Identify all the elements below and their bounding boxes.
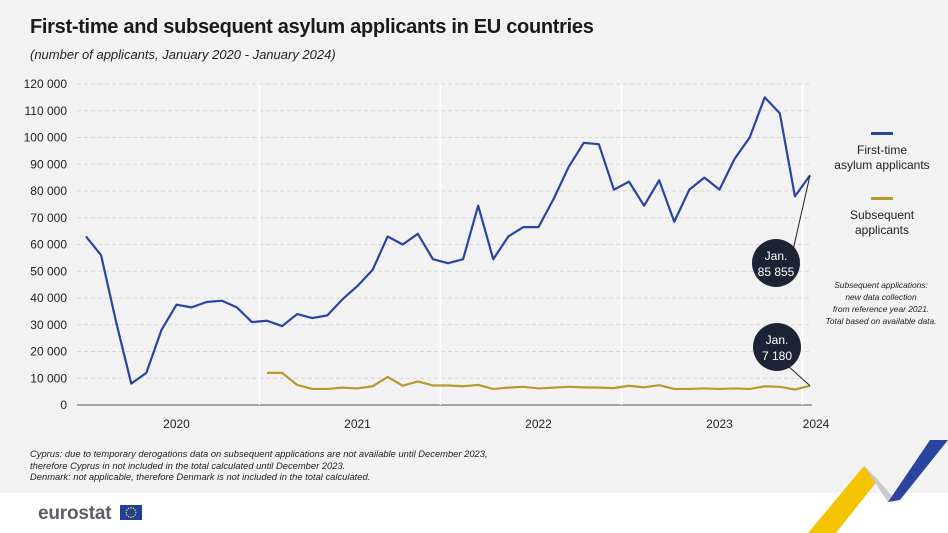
- eurostat-logo: eurostat: [38, 503, 112, 524]
- y-tick-label: 60 000: [30, 238, 67, 252]
- y-tick-label: 90 000: [30, 157, 67, 171]
- brand-bar: [0, 493, 948, 533]
- callout-label: Jan.: [765, 249, 788, 263]
- callout-badge: [752, 239, 800, 287]
- callout-value: 7 180: [762, 349, 792, 363]
- legend-label-subsequent-line2: applicants: [854, 223, 910, 237]
- legend-swatch-first-time: [871, 132, 893, 135]
- side-note: Subsequent applications: new data collec…: [822, 279, 940, 327]
- callout-pointer: [786, 364, 811, 387]
- footnote-line: Denmark: not applicable, therefore Denma…: [30, 471, 371, 482]
- x-tick-label: 2020: [163, 417, 190, 431]
- x-tick-label: 2024: [803, 417, 830, 431]
- legend-label-subsequent: Subsequent applicants: [817, 208, 947, 238]
- side-note-line: from reference year 2021.: [832, 304, 930, 314]
- y-tick-label: 0: [60, 398, 67, 412]
- x-tick-label: 2023: [706, 417, 733, 431]
- y-tick-label: 20 000: [30, 345, 67, 359]
- y-tick-label: 10 000: [30, 371, 67, 385]
- side-note-line: new data collection: [845, 292, 917, 302]
- eu-flag-icon: [120, 505, 142, 520]
- legend-label-subsequent-line1: Subsequent: [849, 208, 915, 222]
- y-tick-label: 40 000: [30, 291, 67, 305]
- callout-label: Jan.: [766, 333, 789, 347]
- legend-label-first-time-line2: asylum applicants: [834, 158, 930, 172]
- series-line-first-time: [85, 96, 811, 385]
- y-tick-label: 100 000: [24, 131, 68, 145]
- callout-badge: [753, 323, 801, 371]
- y-tick-label: 30 000: [30, 318, 67, 332]
- legend-label-first-time-line1: First-time: [857, 143, 907, 157]
- side-note-line: Total based on available data.: [825, 316, 937, 326]
- chart-title: First-time and subsequent asylum applica…: [30, 16, 594, 38]
- y-tick-label: 110 000: [25, 104, 68, 118]
- y-tick-label: 70 000: [30, 211, 67, 225]
- footnote-line: Cyprus: due to temporary derogations dat…: [30, 448, 488, 459]
- legend-label-first-time: First-time asylum applicants: [817, 143, 947, 173]
- footnote-line: therefore Cyprus in not included in the …: [30, 459, 346, 471]
- decorative-chevrons: [808, 440, 948, 533]
- chart-subtitle: (number of applicants, January 2020 - Ja…: [30, 47, 336, 62]
- side-note-line: Subsequent applications:: [834, 280, 928, 290]
- y-tick-label: 120 000: [24, 77, 68, 91]
- y-tick-label: 50 000: [30, 264, 67, 278]
- x-tick-label: 2021: [344, 417, 371, 431]
- callout-value: 85 855: [758, 265, 795, 279]
- footnotes: Cyprus: due to temporary derogations dat…: [30, 448, 488, 483]
- series-line-subsequent: [267, 371, 811, 391]
- y-tick-label: 80 000: [30, 184, 67, 198]
- legend-swatch-subsequent: [871, 197, 893, 200]
- x-tick-label: 2022: [525, 417, 552, 431]
